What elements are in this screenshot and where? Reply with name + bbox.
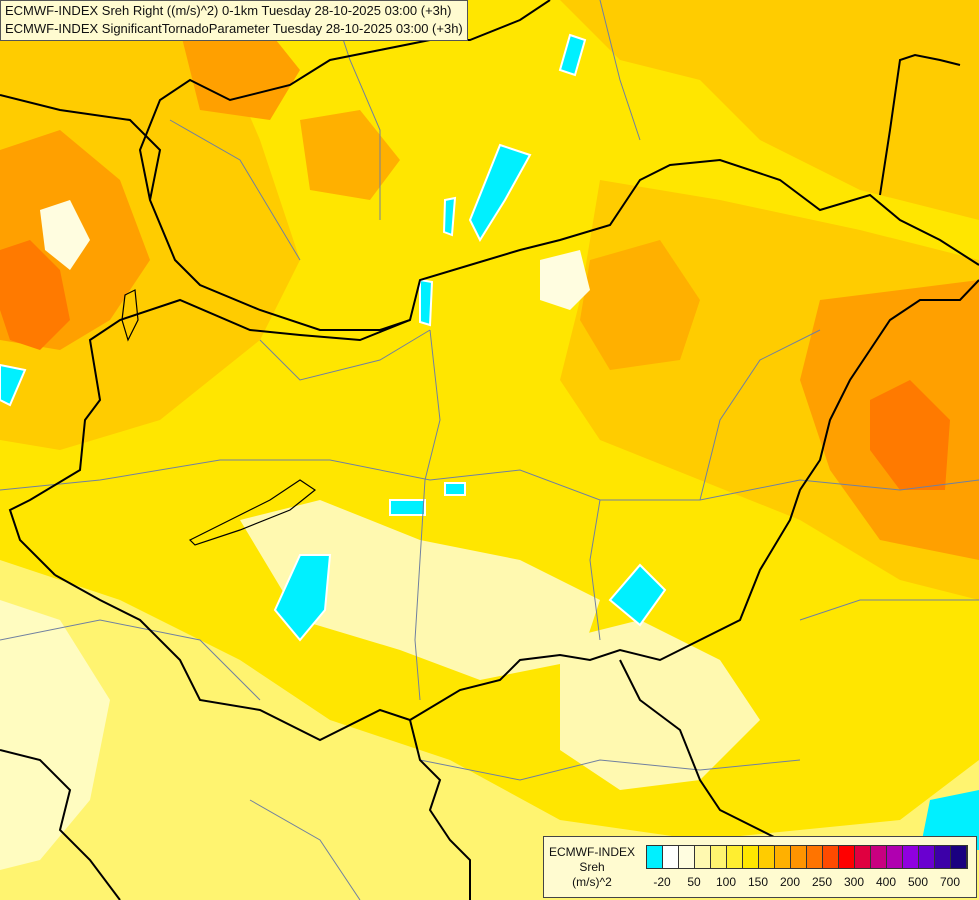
pale-field-south — [0, 560, 979, 900]
map-title-line2: ECMWF-INDEX SignificantTornadoParameter … — [5, 21, 463, 36]
border-czech-north — [138, 0, 551, 201]
lake-neusiedl-outline — [121, 289, 139, 342]
cyan-patch-balaton — [273, 554, 332, 642]
legend-color-cell — [727, 846, 743, 868]
legend-color-cell — [775, 846, 791, 868]
pale-field-southwest — [0, 600, 110, 870]
legend-tick-label: -20 — [653, 875, 671, 889]
legend-tick-label: 300 — [843, 875, 865, 889]
border-hungary-south — [54, 279, 979, 742]
legend-tick-label: 200 — [779, 875, 801, 889]
pale-spot-slovakia — [540, 250, 590, 310]
orange-spot-center — [580, 240, 700, 370]
legend-label: ECMWF-INDEX Sreh (m/s)^2 — [546, 845, 638, 890]
dark-orange-spot-east — [870, 380, 950, 490]
legend-tick-label: 500 — [907, 875, 929, 889]
map-title-line1: ECMWF-INDEX Sreh Right ((m/s)^2) 0-1km T… — [5, 3, 452, 18]
color-legend: ECMWF-INDEX Sreh (m/s)^2 -20 50 100 150 200 2… — [543, 836, 977, 898]
legend-label-line1: ECMWF-INDEX — [549, 845, 635, 859]
pale-spot-west — [40, 200, 90, 270]
legend-tick-label: 100 — [715, 875, 737, 889]
legend-tick-label: 50 — [687, 875, 701, 889]
legend-color-bar — [646, 845, 968, 869]
cyan-patch-north-1 — [468, 143, 532, 243]
legend-tick-label: 150 — [747, 875, 769, 889]
cyan-patch-west — [0, 363, 27, 407]
legend-color-cell — [807, 846, 823, 868]
legend-tick-label: 700 — [939, 875, 961, 889]
border-slovenia-croatia — [0, 749, 121, 900]
legend-color-cell — [791, 846, 807, 868]
cyan-patch-danube — [419, 278, 434, 327]
legend-color-cell — [663, 846, 679, 868]
map-title-box: ECMWF-INDEX Sreh Right ((m/s)^2) 0-1km T… — [0, 0, 468, 41]
legend-color-cell — [951, 846, 967, 868]
legend-color-cell — [871, 846, 887, 868]
border-poland-ukraine — [879, 53, 961, 196]
legend-label-line2: Sreh — [579, 860, 605, 874]
legend-color-cell — [887, 846, 903, 868]
legend-color-cell — [711, 846, 727, 868]
border-serbia-romania — [619, 659, 801, 851]
cyan-patch-center-2 — [444, 482, 466, 496]
dark-orange-spot-west — [0, 240, 70, 350]
legend-color-cell — [823, 846, 839, 868]
cyan-patch-southeast — [920, 790, 979, 850]
cyan-patch-east — [608, 563, 667, 627]
orange-spot-north — [180, 20, 300, 120]
pale-field-southeast — [560, 620, 760, 790]
legend-tick-label: 250 — [811, 875, 833, 889]
legend-color-cell — [903, 846, 919, 868]
gold-field-north — [0, 0, 979, 220]
legend-color-cell — [919, 846, 935, 868]
orange-spot-north-2 — [300, 110, 400, 200]
pale-field-center — [240, 500, 600, 680]
cyan-patch-north-3 — [442, 196, 457, 237]
legend-color-cell — [839, 846, 855, 868]
legend-color-cell — [695, 846, 711, 868]
legend-color-cell — [759, 846, 775, 868]
legend-color-cell — [855, 846, 871, 868]
lake-balaton-outline — [188, 479, 317, 546]
legend-color-cell — [647, 846, 663, 868]
cyan-patch-center — [389, 499, 426, 516]
legend-label-line3: (m/s)^2 — [572, 875, 612, 889]
legend-color-cell — [743, 846, 759, 868]
border-austria-hungary — [8, 298, 411, 576]
legend-color-cell — [679, 846, 695, 868]
border-croatia-serbia — [409, 719, 471, 900]
cyan-patch-north-2 — [558, 33, 587, 77]
legend-color-cell — [935, 846, 951, 868]
legend-tick-label: 400 — [875, 875, 897, 889]
